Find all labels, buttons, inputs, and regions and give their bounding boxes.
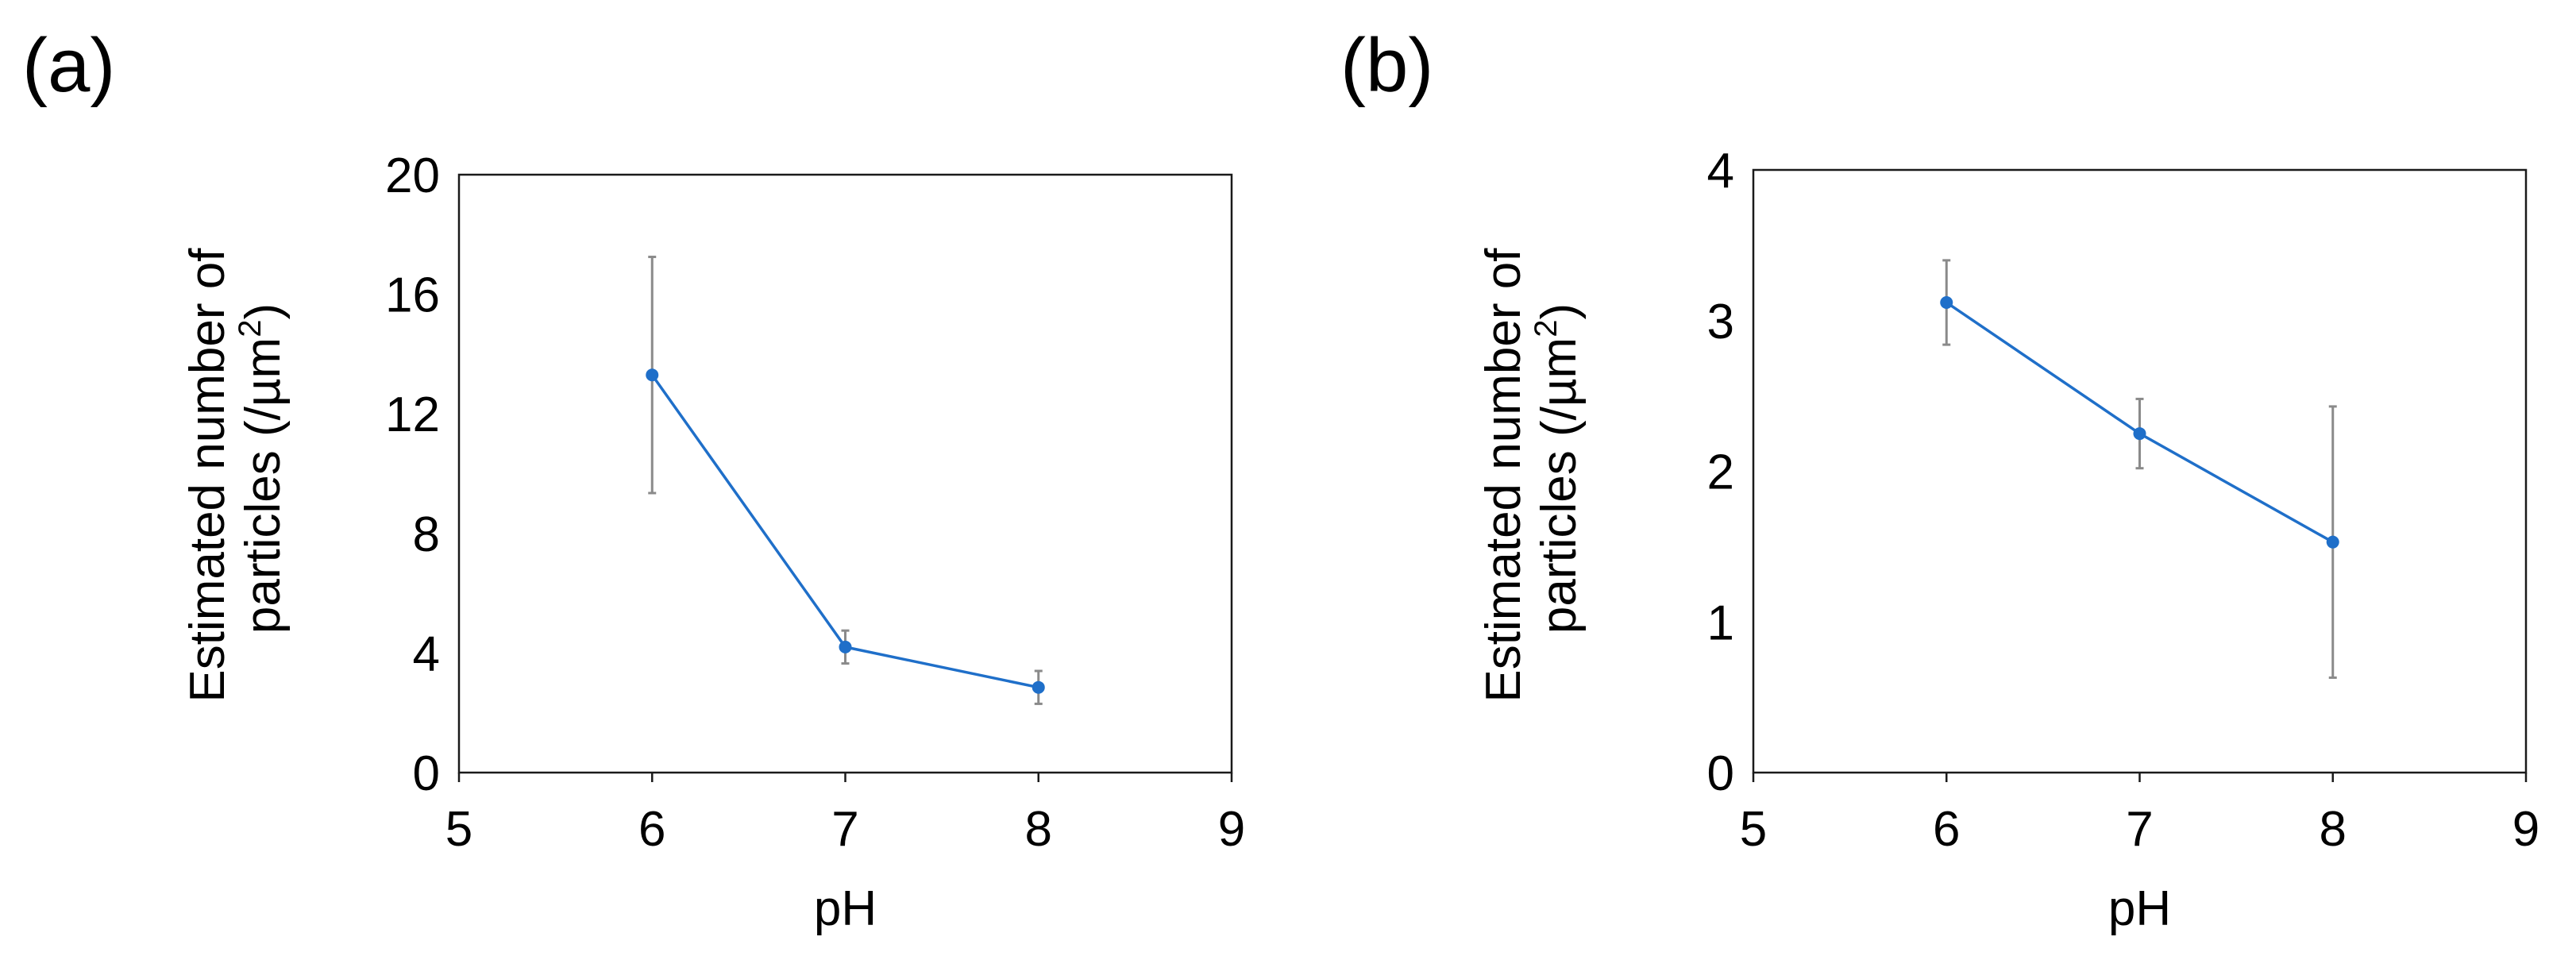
x-tick-label-a-4: 9 [1218, 802, 1245, 857]
y-tick-label-a-2: 8 [413, 507, 440, 562]
panel-label-a: (a) [22, 23, 115, 108]
x-tick-label-b-2: 7 [2126, 802, 2153, 857]
x-tick-label-a-0: 5 [445, 802, 472, 857]
y-tick-label-b-0: 0 [1707, 746, 1734, 801]
panel-b: (b) Estimated number of particles (/µm2)… [1340, 23, 2539, 936]
panel-a: (a) Estimated number of particles (/µm2)… [22, 23, 1245, 936]
x-tickmarks-a [457, 773, 1233, 782]
y-tick-label-a-5: 20 [385, 148, 440, 203]
x-axis-title-b: pH [2108, 881, 2171, 936]
x-tick-label-a-1: 6 [638, 802, 665, 857]
y-tick-label-b-2: 2 [1707, 445, 1734, 500]
y-axis-title-a-superscript: 2 [233, 320, 268, 337]
y-tick-label-b-1: 1 [1707, 596, 1734, 650]
y-tick-label-b-3: 3 [1707, 295, 1734, 349]
y-tick-labels-b: 0 1 2 3 4 [1707, 144, 1734, 801]
x-tick-label-b-0: 5 [1740, 802, 1767, 857]
y-axis-title-b-line2: particles (/µm2) [1529, 303, 1587, 634]
x-tick-label-b-3: 8 [2320, 802, 2347, 857]
data-point-a-0 [646, 368, 659, 382]
y-tick-labels-a: 0 4 8 12 16 20 [385, 148, 440, 801]
plot-frame-b [1752, 168, 2528, 774]
y-tick-label-b-4: 4 [1707, 144, 1734, 199]
y-axis-title-a-line1: Estimated number of [180, 248, 235, 703]
y-axis-title-a: Estimated number of particles (/µm2) [180, 234, 291, 702]
y-axis-title-b-superscript: 2 [1529, 320, 1564, 337]
data-point-b-0 [1940, 295, 1953, 309]
y-axis-title-b-line2-suffix: ) [1532, 303, 1587, 320]
y-axis-title-a-line2: particles (/µm2) [233, 303, 291, 634]
y-tick-label-a-3: 12 [385, 387, 440, 442]
data-point-b-1 [2133, 427, 2146, 441]
y-axis-title-a-line2-prefix: particles (/µm [236, 337, 291, 634]
y-tick-label-a-0: 0 [413, 746, 440, 801]
x-tick-label-b-4: 9 [2512, 802, 2539, 857]
error-bars-a [648, 256, 1043, 705]
data-points-a [646, 368, 1045, 694]
x-tick-labels-a: 5 6 7 8 9 [445, 802, 1245, 857]
y-tick-label-a-1: 4 [413, 626, 440, 681]
data-points-b [1940, 295, 2339, 549]
x-tick-label-a-2: 7 [831, 802, 858, 857]
x-tick-label-b-1: 6 [1933, 802, 1960, 857]
data-point-a-2 [1032, 680, 1045, 694]
panel-label-b: (b) [1340, 23, 1433, 108]
data-point-a-1 [839, 640, 852, 653]
y-axis-title-b-line1: Estimated number of [1476, 248, 1531, 703]
y-axis-title-b-line2-prefix: particles (/µm [1532, 337, 1587, 634]
y-tick-label-a-4: 16 [385, 268, 440, 323]
x-tick-label-a-3: 8 [1025, 802, 1052, 857]
error-bars-b [1942, 259, 2337, 679]
plot-frame-a [457, 173, 1233, 774]
x-tick-labels-b: 5 6 7 8 9 [1740, 802, 2539, 857]
data-point-b-2 [2326, 535, 2339, 549]
y-axis-title-b: Estimated number of particles (/µm2) [1476, 234, 1587, 702]
x-axis-title-a: pH [814, 881, 877, 936]
y-axis-title-a-line2-suffix: ) [236, 303, 291, 320]
x-tickmarks-b [1752, 773, 2528, 782]
